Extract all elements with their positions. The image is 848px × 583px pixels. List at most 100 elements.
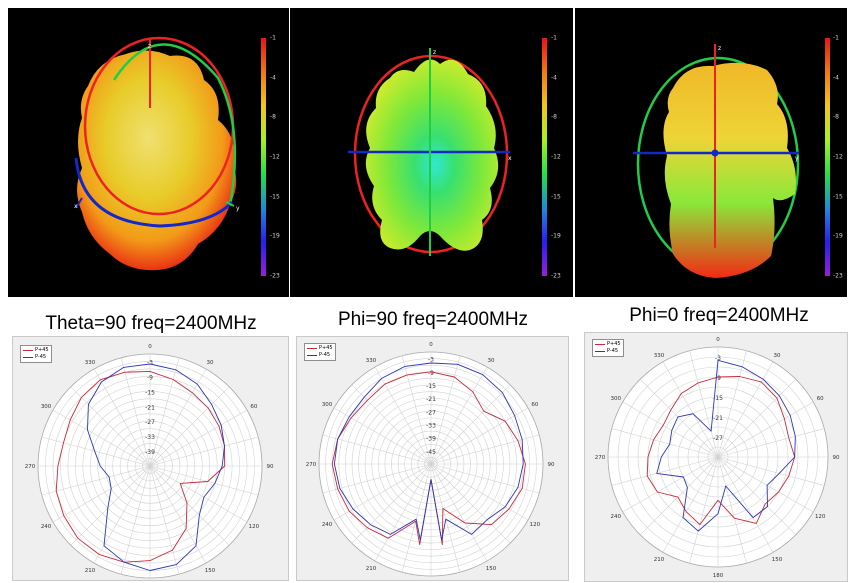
legend-label: P-45 <box>607 348 619 354</box>
angle-tick-label: 300 <box>322 402 333 408</box>
colorbar-tick-label: -1 <box>551 34 557 42</box>
angle-tick-label: 270 <box>25 464 36 470</box>
polar-grid-spoke <box>52 465 151 523</box>
legend-swatch-p45 <box>23 350 33 351</box>
angle-tick-label: 330 <box>654 353 665 359</box>
legend-swatch-m45 <box>23 357 33 358</box>
legend-label: P+45 <box>35 347 49 353</box>
polar-grid-spoke <box>717 456 796 535</box>
polar-grid-spoke <box>149 436 259 467</box>
polar-grid-spoke <box>662 361 719 458</box>
polar-grid-spoke <box>717 361 774 458</box>
legend-label: P-45 <box>35 354 47 360</box>
radial-tick-label: -27 <box>426 409 436 416</box>
polar-grid-spoke <box>149 357 180 467</box>
polar-grid-spoke <box>401 463 432 573</box>
polar-grid-spoke <box>351 463 432 544</box>
colorbar-tick-label: -4 <box>833 74 839 82</box>
polar-grid-spoke <box>640 379 719 458</box>
angle-tick-label: 90 <box>548 462 555 468</box>
polar-grid-spoke <box>351 384 432 465</box>
colorbar-tick-label: -12 <box>833 153 843 161</box>
polar-plot-phi90: 0306090120150180210240270300330-3-9-15-2… <box>296 336 569 581</box>
pattern-3d-panel-phi0: z y -1 -4 -8 -12 -15 -19 -23 <box>575 8 847 297</box>
angle-tick-label: 150 <box>772 557 783 563</box>
polar-grid-spoke <box>430 463 488 562</box>
radial-tick-label: -15 <box>145 389 155 396</box>
polar-plot-theta90: 0306090120150180210240270300330-3-9-15-2… <box>12 336 289 581</box>
polar-grid-spoke <box>640 456 719 535</box>
polar-grid-spoke <box>430 463 461 573</box>
polar-grid-spoke <box>149 368 207 467</box>
polar-grid-spoke <box>149 386 230 467</box>
legend-swatch-p45 <box>307 348 317 349</box>
polar-grid-spoke <box>430 407 529 465</box>
colorbar <box>825 38 830 276</box>
radial-tick-label: -21 <box>426 396 436 403</box>
axis-label-z: z <box>433 49 436 56</box>
radial-tick-label: -21 <box>145 404 155 411</box>
polar-grid-spoke <box>622 456 719 513</box>
legend-swatch-m45 <box>595 351 605 352</box>
radial-tick-label: -3 <box>715 355 721 362</box>
chart-legend: P+45 P-45 <box>304 343 336 361</box>
polar-grid-spoke <box>149 409 248 467</box>
legend-label: P+45 <box>607 341 621 347</box>
radial-tick-label: -39 <box>426 436 436 443</box>
polar-grid-spoke <box>70 465 151 546</box>
colorbar-tick-label: -4 <box>551 74 557 82</box>
pattern-3d-view: z y <box>633 44 800 278</box>
colorbar-tick-label: -4 <box>270 74 276 82</box>
polar-grid-spoke <box>149 465 207 564</box>
angle-tick-label: 300 <box>41 404 52 410</box>
radial-tick-label: -15 <box>426 383 436 390</box>
series-line-m45 <box>333 362 524 541</box>
pattern-3d-view: z x <box>348 48 512 256</box>
angle-tick-label: 120 <box>530 522 541 528</box>
angle-tick-label: 120 <box>249 524 260 530</box>
polar-grid-spoke <box>430 463 540 494</box>
polar-grid-spoke <box>717 401 814 458</box>
radial-tick-label: -9 <box>715 375 721 382</box>
radial-tick-label: -33 <box>426 422 436 429</box>
polar-grid-spoke <box>374 366 432 465</box>
angle-tick-label: 330 <box>366 358 377 364</box>
angle-tick-label: 150 <box>486 566 497 572</box>
polar-grid-spoke <box>430 355 461 465</box>
polar-grid-spoke <box>611 456 719 486</box>
polar-grid-spoke <box>52 409 151 467</box>
colorbar-tick-label: -1 <box>270 34 276 42</box>
radial-tick-label: -9 <box>147 374 153 381</box>
angle-tick-label: 330 <box>85 360 96 366</box>
radial-tick-label: -15 <box>713 395 723 402</box>
chart-legend: P+45 P-45 <box>20 345 52 363</box>
angle-tick-label: 30 <box>207 360 214 366</box>
legend-swatch-m45 <box>307 355 317 356</box>
polar-grid-spoke <box>120 357 151 467</box>
radial-tick-label: -9 <box>428 370 434 377</box>
colorbar-tick-label: -23 <box>270 272 280 280</box>
legend-swatch-p45 <box>595 344 605 345</box>
chart-legend: P+45 P-45 <box>592 339 624 357</box>
plot-title-theta90: Theta=90 freq=2400MHz <box>45 313 257 334</box>
polar-grid-spoke <box>149 465 230 546</box>
angle-tick-label: 60 <box>250 404 257 410</box>
axis-label-y: y <box>236 205 240 212</box>
polar-grid-spoke <box>430 463 511 544</box>
pattern-3d-view: z x y <box>74 36 240 271</box>
polar-grid-spoke <box>70 386 151 467</box>
polar-grid-spoke <box>622 401 719 458</box>
angle-tick-label: 240 <box>611 514 622 520</box>
polar-grid-spoke <box>662 456 719 553</box>
angle-tick-label: 270 <box>595 455 606 461</box>
angle-tick-label: 0 <box>148 344 152 350</box>
polar-grid-spoke <box>333 407 432 465</box>
colorbar-tick-label: -12 <box>270 153 280 161</box>
radial-tick-label: -27 <box>145 419 155 426</box>
polar-plot-phi0: 0 30 60 90 120 150 180 210 240 270 300 330 -3 -9 -15 -2… <box>584 332 848 582</box>
angle-tick-label: 0 <box>429 342 433 348</box>
colorbar <box>542 38 547 276</box>
angle-tick-label: 60 <box>817 396 824 402</box>
polar-grid-spoke <box>41 436 151 467</box>
polar-grid-spoke <box>689 456 719 564</box>
